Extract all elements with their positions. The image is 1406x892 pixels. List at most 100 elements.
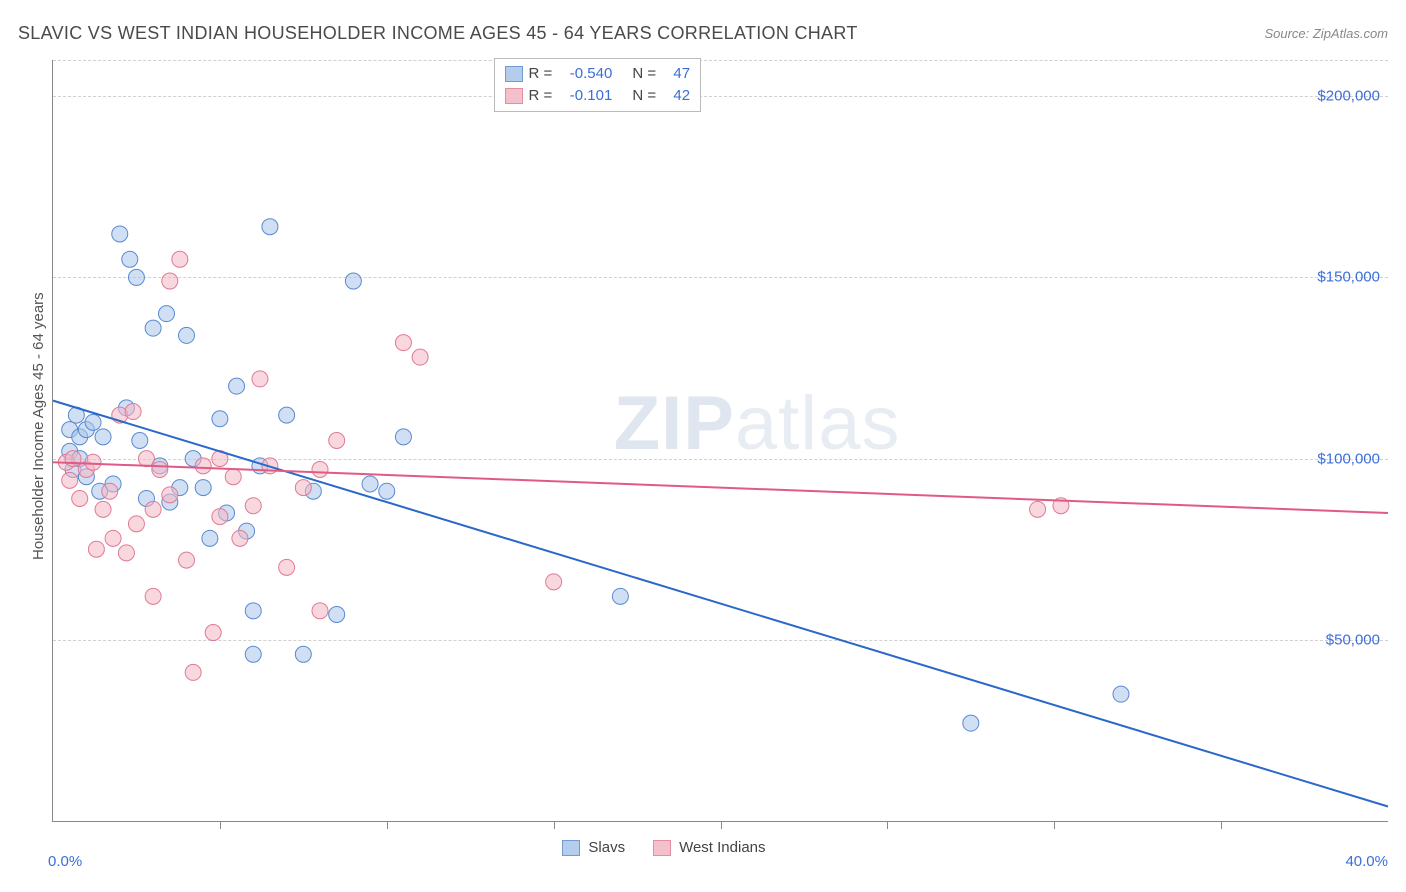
series-legend: Slavs West Indians — [562, 839, 765, 856]
data-point — [279, 407, 295, 423]
data-point — [132, 433, 148, 449]
data-point — [412, 349, 428, 365]
data-point — [329, 433, 345, 449]
r-value: -0.540 — [558, 63, 612, 85]
data-point — [612, 588, 628, 604]
y-tick-label: $200,000 — [1317, 88, 1380, 105]
scatter-svg — [53, 60, 1388, 821]
chart-header: SLAVIC VS WEST INDIAN HOUSEHOLDER INCOME… — [18, 18, 1388, 48]
data-point — [85, 414, 101, 430]
swatch-icon — [505, 66, 523, 82]
swatch-icon — [653, 840, 671, 856]
data-point — [245, 603, 261, 619]
legend-label: West Indians — [679, 839, 765, 856]
data-point — [172, 251, 188, 267]
y-tick-label: $100,000 — [1317, 450, 1380, 467]
data-point — [262, 219, 278, 235]
data-point — [195, 458, 211, 474]
n-value: 47 — [662, 63, 690, 85]
data-point — [122, 251, 138, 267]
data-point — [312, 461, 328, 477]
swatch-icon — [562, 840, 580, 856]
legend-item: Slavs — [562, 839, 625, 856]
data-point — [102, 483, 118, 499]
y-axis-title: Householder Income Ages 45 - 64 years — [30, 292, 47, 560]
data-point — [85, 454, 101, 470]
n-value: 42 — [662, 85, 690, 107]
x-tick — [220, 821, 221, 829]
data-point — [105, 530, 121, 546]
x-tick — [554, 821, 555, 829]
data-point — [88, 541, 104, 557]
legend-row: R = -0.540 N = 47 — [505, 63, 691, 85]
chart-plot-area: ZIPatlas $50,000$100,000$150,000$200,000… — [52, 60, 1388, 822]
data-point — [229, 378, 245, 394]
data-point — [362, 476, 378, 492]
data-point — [252, 371, 268, 387]
data-point — [118, 545, 134, 561]
x-axis-min-label: 0.0% — [48, 853, 82, 870]
data-point — [195, 480, 211, 496]
x-tick — [1054, 821, 1055, 829]
x-tick — [887, 821, 888, 829]
data-point — [72, 490, 88, 506]
data-point — [963, 715, 979, 731]
data-point — [395, 335, 411, 351]
data-point — [125, 404, 141, 420]
data-point — [232, 530, 248, 546]
data-point — [185, 664, 201, 680]
correlation-legend: R = -0.540 N = 47 R = -0.101 N = 42 — [494, 58, 702, 112]
data-point — [395, 429, 411, 445]
data-point — [279, 559, 295, 575]
data-point — [329, 606, 345, 622]
x-axis-max-label: 40.0% — [1345, 853, 1388, 870]
y-tick-label: $150,000 — [1317, 269, 1380, 286]
source-label: Source: ZipAtlas.com — [1264, 26, 1388, 41]
r-label: R = — [529, 63, 553, 85]
data-point — [546, 574, 562, 590]
data-point — [65, 451, 81, 467]
data-point — [95, 501, 111, 517]
data-point — [179, 552, 195, 568]
legend-item: West Indians — [653, 839, 765, 856]
data-point — [212, 509, 228, 525]
data-point — [202, 530, 218, 546]
data-point — [128, 269, 144, 285]
data-point — [95, 429, 111, 445]
data-point — [245, 646, 261, 662]
y-tick-label: $50,000 — [1326, 631, 1380, 648]
x-tick — [721, 821, 722, 829]
data-point — [152, 461, 168, 477]
n-label: N = — [632, 85, 656, 107]
data-point — [179, 327, 195, 343]
data-point — [128, 516, 144, 532]
data-point — [312, 603, 328, 619]
data-point — [295, 646, 311, 662]
data-point — [379, 483, 395, 499]
data-point — [145, 588, 161, 604]
swatch-icon — [505, 88, 523, 104]
data-point — [138, 451, 154, 467]
n-label: N = — [632, 63, 656, 85]
data-point — [212, 411, 228, 427]
x-tick — [1221, 821, 1222, 829]
data-point — [295, 480, 311, 496]
data-point — [162, 487, 178, 503]
x-tick — [387, 821, 388, 829]
legend-row: R = -0.101 N = 42 — [505, 85, 691, 107]
data-point — [1113, 686, 1129, 702]
legend-label: Slavs — [588, 839, 625, 856]
data-point — [112, 226, 128, 242]
data-point — [245, 498, 261, 514]
data-point — [158, 306, 174, 322]
data-point — [205, 625, 221, 641]
r-label: R = — [529, 85, 553, 107]
data-point — [225, 469, 241, 485]
data-point — [145, 501, 161, 517]
r-value: -0.101 — [558, 85, 612, 107]
data-point — [62, 472, 78, 488]
data-point — [162, 273, 178, 289]
chart-title: SLAVIC VS WEST INDIAN HOUSEHOLDER INCOME… — [18, 23, 858, 44]
data-point — [145, 320, 161, 336]
data-point — [345, 273, 361, 289]
